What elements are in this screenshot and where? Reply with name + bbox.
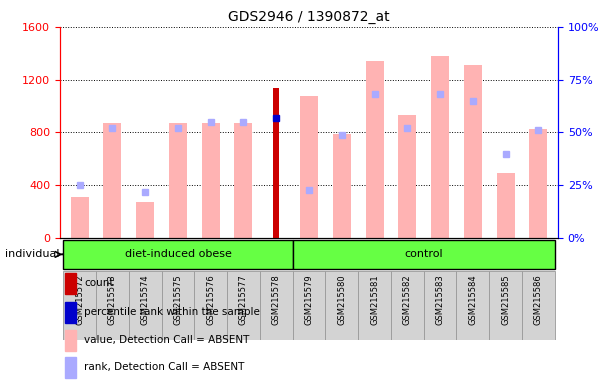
Bar (529, 129, 547, 238)
Text: control: control (404, 249, 443, 260)
Text: GSM215576: GSM215576 (206, 274, 215, 325)
FancyBboxPatch shape (391, 271, 424, 340)
Title: GDS2946 / 1390872_at: GDS2946 / 1390872_at (228, 10, 390, 25)
FancyBboxPatch shape (96, 271, 129, 340)
FancyBboxPatch shape (522, 271, 555, 340)
Text: value, Detection Call = ABSENT: value, Detection Call = ABSENT (84, 335, 249, 345)
Text: GSM215580: GSM215580 (337, 274, 346, 325)
Text: count: count (84, 278, 113, 288)
Text: diet-induced obese: diet-induced obese (125, 249, 232, 260)
Bar (169, 123, 187, 238)
FancyBboxPatch shape (293, 240, 555, 269)
Text: GSM215577: GSM215577 (239, 274, 248, 325)
FancyBboxPatch shape (63, 240, 293, 269)
Text: GSM215582: GSM215582 (403, 274, 412, 325)
Bar (497, 174, 515, 238)
Bar (300, 96, 318, 238)
Bar (333, 134, 351, 238)
Bar (65, 356, 76, 378)
Bar (65, 329, 76, 351)
Bar (65, 273, 76, 294)
Text: GSM215574: GSM215574 (140, 274, 149, 325)
FancyBboxPatch shape (63, 271, 96, 340)
Text: percentile rank within the sample: percentile rank within the sample (84, 308, 260, 318)
Text: GSM215578: GSM215578 (272, 274, 281, 325)
Bar (136, 202, 154, 238)
Bar (71, 197, 89, 238)
Bar (65, 302, 76, 323)
Bar (103, 123, 121, 238)
Text: GSM215572: GSM215572 (75, 274, 84, 325)
Text: individual: individual (5, 249, 59, 260)
Bar (398, 115, 416, 238)
Bar (273, 88, 280, 238)
Bar (235, 123, 253, 238)
FancyBboxPatch shape (227, 271, 260, 340)
FancyBboxPatch shape (489, 271, 522, 340)
Bar (365, 61, 383, 238)
Text: GSM215573: GSM215573 (108, 274, 117, 325)
FancyBboxPatch shape (358, 271, 391, 340)
Text: GSM215581: GSM215581 (370, 274, 379, 325)
Text: GSM215579: GSM215579 (305, 274, 314, 325)
FancyBboxPatch shape (194, 271, 227, 340)
FancyBboxPatch shape (129, 271, 161, 340)
FancyBboxPatch shape (161, 271, 194, 340)
FancyBboxPatch shape (457, 271, 489, 340)
Bar (431, 56, 449, 238)
FancyBboxPatch shape (293, 271, 325, 340)
FancyBboxPatch shape (260, 271, 293, 340)
Text: GSM215583: GSM215583 (436, 274, 445, 325)
FancyBboxPatch shape (424, 271, 457, 340)
Text: GSM215575: GSM215575 (173, 274, 182, 325)
FancyBboxPatch shape (325, 271, 358, 340)
Bar (464, 65, 482, 238)
Text: rank, Detection Call = ABSENT: rank, Detection Call = ABSENT (84, 362, 244, 372)
Text: GSM215585: GSM215585 (501, 274, 510, 325)
Text: GSM215586: GSM215586 (534, 274, 543, 325)
Bar (202, 123, 220, 238)
Text: GSM215584: GSM215584 (469, 274, 478, 325)
